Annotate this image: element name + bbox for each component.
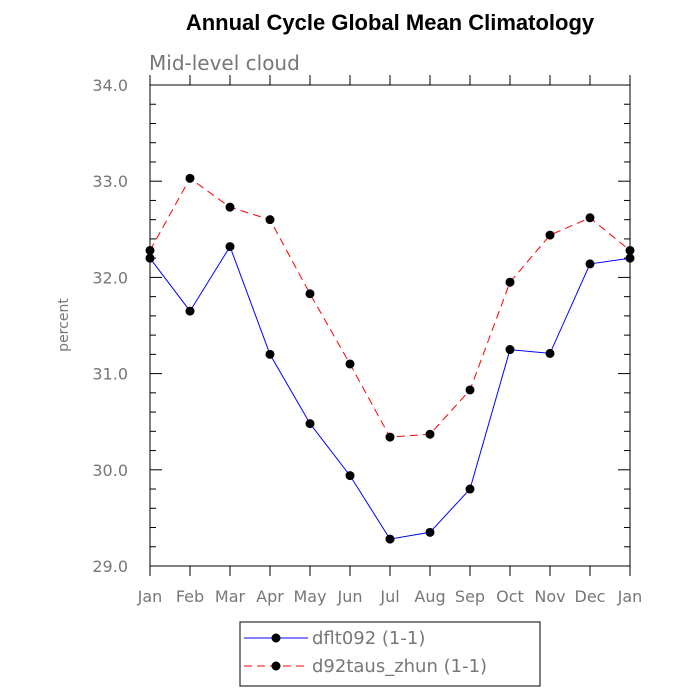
data-point-series-1 bbox=[265, 215, 275, 225]
legend-label-0: dflt092 (1-1) bbox=[312, 628, 425, 649]
series-layer bbox=[145, 173, 635, 544]
data-point-series-0 bbox=[345, 471, 355, 481]
x-tick-label: Jun bbox=[337, 587, 363, 606]
x-tick-label: Nov bbox=[534, 587, 565, 606]
x-tick-label: Jan bbox=[137, 587, 163, 606]
x-tick-label: Apr bbox=[256, 587, 284, 606]
data-point-series-0 bbox=[145, 253, 155, 263]
y-tick-label: 32.0 bbox=[92, 268, 128, 287]
data-point-series-1 bbox=[225, 202, 235, 212]
legend-label-1: d92taus_zhun (1-1) bbox=[312, 656, 487, 677]
legend-marker-1 bbox=[271, 661, 281, 671]
x-tick-label: Dec bbox=[575, 587, 606, 606]
y-tick-label: 30.0 bbox=[92, 461, 128, 480]
x-tick-label: Feb bbox=[176, 587, 204, 606]
data-point-series-0 bbox=[385, 534, 395, 544]
x-tick-label: May bbox=[293, 587, 326, 606]
data-point-series-0 bbox=[225, 242, 235, 252]
data-point-series-0 bbox=[585, 259, 595, 269]
series-line-0 bbox=[149, 245, 631, 540]
x-tick-label: Jan bbox=[617, 587, 643, 606]
data-point-series-0 bbox=[465, 484, 475, 494]
x-tick-label: Oct bbox=[496, 587, 524, 606]
data-point-series-0 bbox=[545, 348, 555, 358]
data-point-series-1 bbox=[625, 245, 635, 255]
plot-frame bbox=[149, 84, 631, 567]
data-point-series-1 bbox=[425, 429, 435, 439]
data-point-series-0 bbox=[425, 527, 435, 537]
data-point-series-1 bbox=[305, 289, 315, 299]
data-point-series-0 bbox=[185, 306, 195, 316]
data-point-series-1 bbox=[385, 432, 395, 442]
legend-box bbox=[239, 621, 541, 687]
chart-subtitle: Mid-level cloud bbox=[149, 51, 300, 75]
y-tick-label: 29.0 bbox=[92, 557, 128, 576]
chart-title: Annual Cycle Global Mean Climatology bbox=[186, 10, 595, 35]
data-point-series-1 bbox=[465, 385, 475, 395]
data-point-series-1 bbox=[585, 213, 595, 223]
data-point-series-0 bbox=[265, 349, 275, 359]
y-tick-label: 33.0 bbox=[92, 172, 128, 191]
data-point-series-1 bbox=[185, 173, 195, 183]
series-line-1 bbox=[149, 177, 631, 438]
x-tick-label: Jul bbox=[379, 587, 399, 606]
x-tick-label: Aug bbox=[414, 587, 445, 606]
data-point-series-0 bbox=[625, 253, 635, 263]
y-tick-label: 31.0 bbox=[92, 365, 128, 384]
legend-marker-0 bbox=[271, 633, 281, 643]
y-tick-label: 34.0 bbox=[92, 76, 128, 95]
data-point-series-1 bbox=[545, 230, 555, 240]
data-point-series-0 bbox=[305, 419, 315, 429]
data-point-series-1 bbox=[145, 245, 155, 255]
x-tick-label: Sep bbox=[455, 587, 485, 606]
data-point-series-0 bbox=[505, 345, 515, 355]
x-tick-label: Mar bbox=[215, 587, 246, 606]
legend: dflt092 (1-1) d92taus_zhun (1-1) bbox=[239, 621, 541, 687]
axes: 29.0 30.0 31.0 32.0 33.0 34.0 Jan Feb Mar Apr May J… bbox=[92, 75, 642, 606]
data-point-series-1 bbox=[345, 359, 355, 369]
y-axis-label: percent bbox=[56, 298, 72, 352]
data-point-series-1 bbox=[505, 277, 515, 287]
